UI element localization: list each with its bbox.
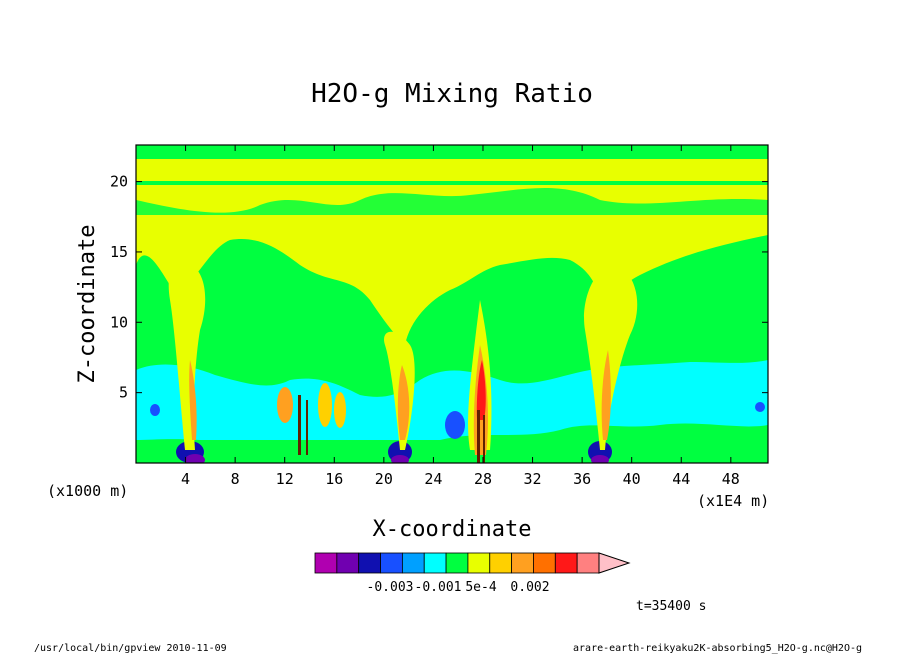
footer-left: /usr/local/bin/gpview 2010-11-09 [34, 643, 227, 654]
colorbar-labels: -0.003 -0.001 5e-4 0.002 [367, 580, 550, 595]
colorbar-segment [554, 552, 578, 574]
y-tick-label: 10 [110, 313, 128, 331]
colorbar-segment [511, 552, 534, 574]
time-label: t=35400 s [636, 599, 706, 614]
colorbar-segment [314, 552, 338, 574]
colorbar-label: 5e-4 [465, 580, 496, 595]
x-tick-label: 40 [623, 470, 641, 488]
x-tick-label: 4 [181, 470, 190, 488]
x-tick-label: 20 [375, 470, 393, 488]
x-tick-label: 28 [474, 470, 492, 488]
colorbar [314, 552, 631, 574]
plot-frame [135, 144, 769, 464]
x-tick-label: 32 [524, 470, 542, 488]
colorbar-arrow [598, 552, 631, 574]
y-tick-label: 5 [119, 384, 128, 402]
y-axis-ticks: 5 10 15 20 [110, 173, 768, 402]
colorbar-label: 0.002 [510, 580, 549, 595]
y-axis-label: Z-coordinate [75, 225, 100, 384]
colorbar-segment [489, 552, 513, 574]
x-unit-right: (x1E4 m) [697, 492, 769, 510]
colorbar-segment [336, 552, 360, 574]
x-axis-ticks: 4 8 12 16 20 24 28 32 36 40 44 48 [181, 145, 740, 488]
colorbar-segment [380, 552, 403, 574]
chart-title: H2O-g Mixing Ratio [311, 79, 593, 109]
footer-right: arare-earth-reikyaku2K-absorbing5_H2O-g.… [573, 643, 862, 654]
x-tick-label: 12 [276, 470, 294, 488]
colorbar-segment [401, 552, 425, 574]
colorbar-label: -0.001 [415, 580, 462, 595]
colorbar-label: -0.003 [367, 580, 414, 595]
x-axis-label: X-coordinate [373, 517, 532, 542]
colorbar-segment [423, 552, 447, 574]
x-tick-label: 48 [722, 470, 740, 488]
x-tick-label: 36 [573, 470, 591, 488]
colorbar-segment [533, 552, 556, 574]
y-tick-label: 15 [110, 243, 128, 261]
y-tick-label: 20 [110, 173, 128, 191]
colorbar-segment [576, 552, 600, 574]
contour-field [136, 145, 768, 463]
x-tick-label: 16 [325, 470, 343, 488]
x-tick-label: 8 [231, 470, 240, 488]
colorbar-segment [467, 552, 491, 574]
x-tick-label: 44 [672, 470, 690, 488]
colorbar-segment [445, 552, 469, 574]
x-unit-left: (x1000 m) [47, 482, 128, 500]
colorbar-segment [358, 552, 381, 574]
x-tick-label: 24 [424, 470, 442, 488]
